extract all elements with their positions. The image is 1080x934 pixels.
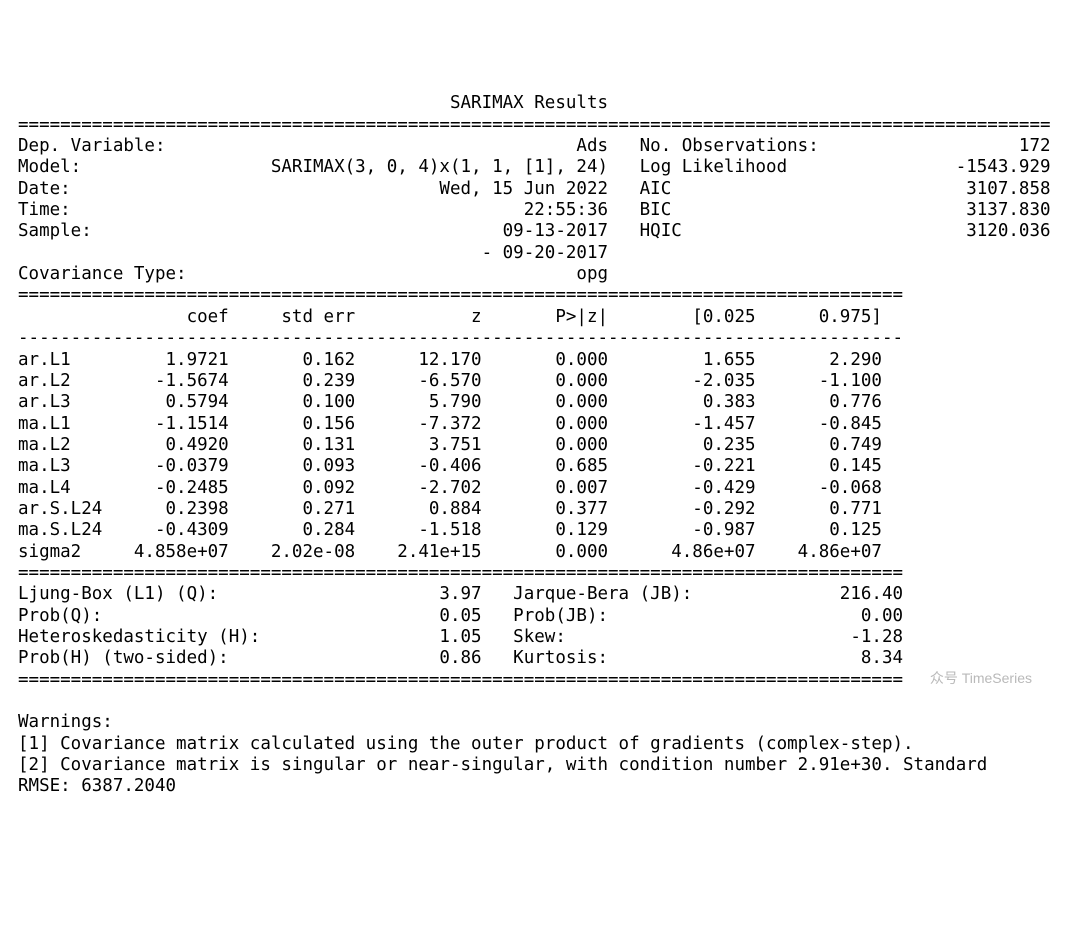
sarimax-results-text: SARIMAX Results ========================… — [18, 93, 1062, 797]
